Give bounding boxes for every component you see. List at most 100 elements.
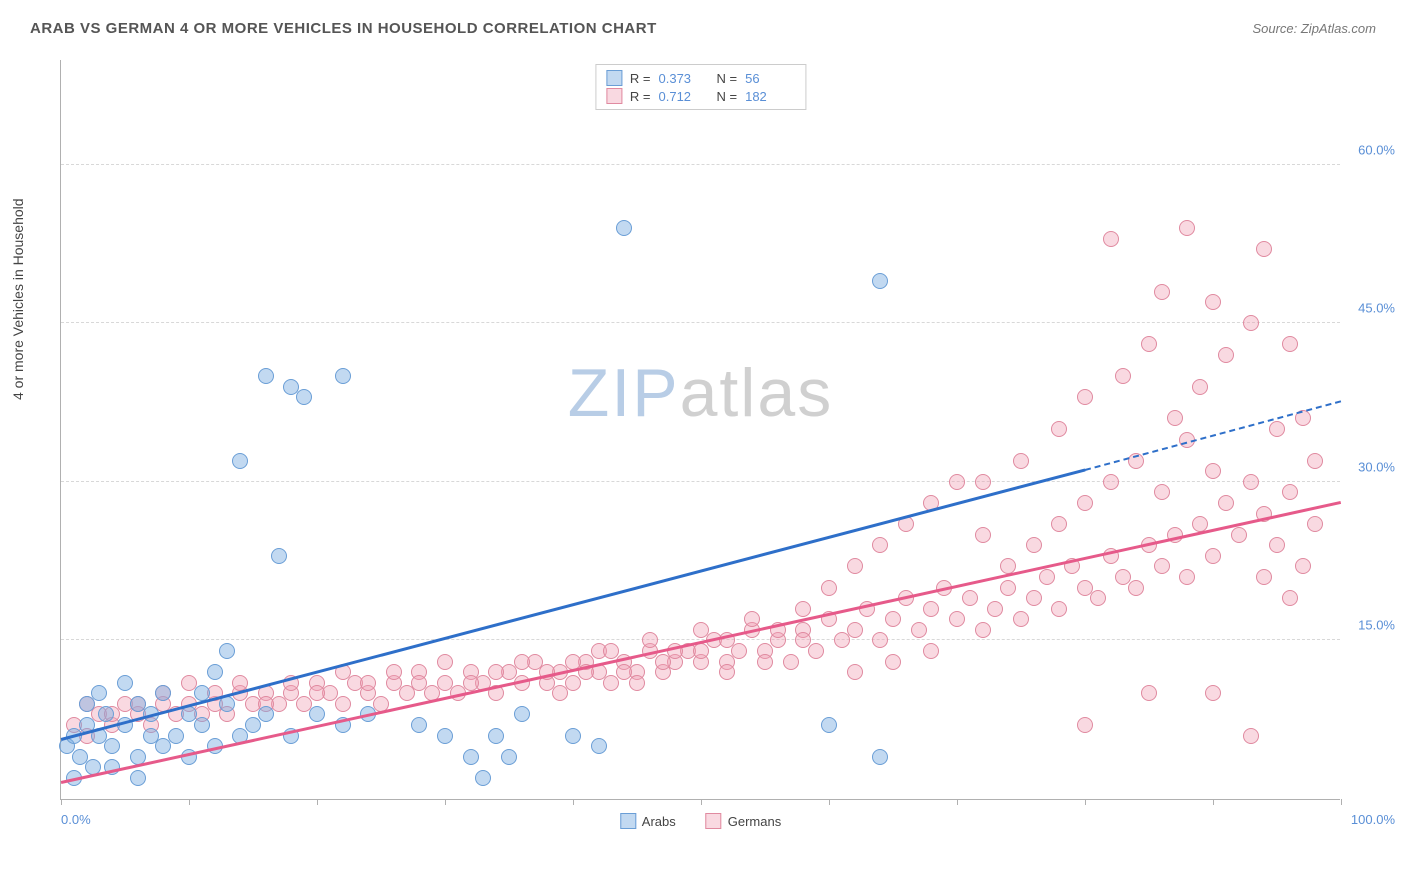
legend-row: R =0.712N =182 <box>606 87 795 105</box>
source-name: ZipAtlas.com <box>1301 21 1376 36</box>
data-point <box>1307 453 1323 469</box>
data-point <box>1051 421 1067 437</box>
data-point <box>283 379 299 395</box>
watermark-part2: atlas <box>680 355 834 431</box>
data-point <box>1231 527 1247 543</box>
data-point <box>693 622 709 638</box>
data-point <box>219 696 235 712</box>
data-point <box>386 664 402 680</box>
data-point <box>1000 580 1016 596</box>
data-point <box>1026 537 1042 553</box>
data-point <box>872 632 888 648</box>
data-point <box>335 368 351 384</box>
data-point <box>219 643 235 659</box>
data-point <box>603 643 619 659</box>
legend-row: R =0.373N =56 <box>606 69 795 87</box>
data-point <box>437 728 453 744</box>
data-point <box>258 368 274 384</box>
data-point <box>207 664 223 680</box>
data-point <box>744 611 760 627</box>
legend-n-key: N = <box>717 89 738 104</box>
data-point <box>104 738 120 754</box>
data-point <box>642 632 658 648</box>
data-point <box>975 622 991 638</box>
data-point <box>1039 569 1055 585</box>
data-point <box>1243 728 1259 744</box>
data-point <box>616 220 632 236</box>
data-point <box>591 738 607 754</box>
source-attribution: Source: ZipAtlas.com <box>1252 21 1376 36</box>
x-tick <box>61 799 62 805</box>
chart-container: ARAB VS GERMAN 4 OR MORE VEHICLES IN HOU… <box>0 0 1406 892</box>
gridline <box>61 164 1340 165</box>
x-tick <box>317 799 318 805</box>
x-tick <box>573 799 574 805</box>
data-point <box>130 770 146 786</box>
legend-n-value: 56 <box>745 71 795 86</box>
x-axis-end-label: 100.0% <box>1351 812 1395 827</box>
y-tick-label: 60.0% <box>1358 142 1395 157</box>
data-point <box>1269 421 1285 437</box>
data-point <box>411 717 427 733</box>
data-point <box>757 654 773 670</box>
data-point <box>117 675 133 691</box>
data-point <box>258 706 274 722</box>
data-point <box>1282 336 1298 352</box>
data-point <box>271 548 287 564</box>
data-point <box>1269 537 1285 553</box>
data-point <box>731 643 747 659</box>
data-point <box>808 643 824 659</box>
data-point <box>514 654 530 670</box>
data-point <box>795 601 811 617</box>
data-point <box>923 643 939 659</box>
data-point <box>885 654 901 670</box>
data-point <box>655 654 671 670</box>
data-point <box>923 601 939 617</box>
legend-r-key: R = <box>630 71 651 86</box>
data-point <box>1141 685 1157 701</box>
legend-r-key: R = <box>630 89 651 104</box>
data-point <box>872 273 888 289</box>
data-point <box>411 675 427 691</box>
data-point <box>296 389 312 405</box>
data-point <box>1205 463 1221 479</box>
data-point <box>1218 495 1234 511</box>
data-point <box>1077 389 1093 405</box>
data-point <box>1154 558 1170 574</box>
legend-r-value: 0.373 <box>659 71 709 86</box>
correlation-legend: R =0.373N =56R =0.712N =182 <box>595 64 806 110</box>
data-point <box>872 537 888 553</box>
legend-n-value: 182 <box>745 89 795 104</box>
data-point <box>1154 284 1170 300</box>
legend-item: Arabs <box>620 813 676 829</box>
data-point <box>1192 379 1208 395</box>
trend-line <box>61 501 1342 784</box>
data-point <box>1090 590 1106 606</box>
data-point <box>783 654 799 670</box>
data-point <box>795 632 811 648</box>
data-point <box>309 706 325 722</box>
data-point <box>98 706 114 722</box>
legend-item: Germans <box>706 813 781 829</box>
legend-swatch <box>606 70 622 86</box>
data-point <box>987 601 1003 617</box>
data-point <box>1103 474 1119 490</box>
legend-swatch <box>606 88 622 104</box>
data-point <box>1179 220 1195 236</box>
data-point <box>514 706 530 722</box>
data-point <box>1282 590 1298 606</box>
x-tick <box>445 799 446 805</box>
x-tick <box>957 799 958 805</box>
data-point <box>1051 601 1067 617</box>
data-point <box>1243 474 1259 490</box>
source-label: Source: <box>1252 21 1300 36</box>
data-point <box>847 558 863 574</box>
y-tick-label: 45.0% <box>1358 301 1395 316</box>
y-axis-label: 4 or more Vehicles in Household <box>10 198 26 400</box>
data-point <box>872 749 888 765</box>
data-point <box>335 696 351 712</box>
legend-swatch <box>620 813 636 829</box>
chart-plot-area: ZIPatlas R =0.373N =56R =0.712N =182 Ara… <box>60 60 1340 800</box>
data-point <box>194 717 210 733</box>
data-point <box>437 654 453 670</box>
